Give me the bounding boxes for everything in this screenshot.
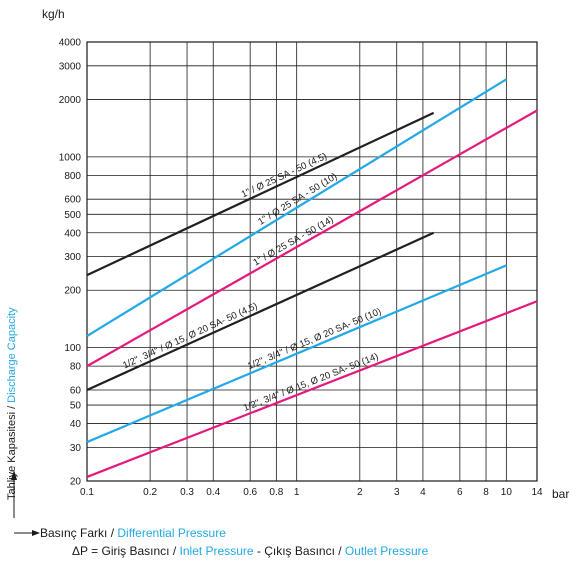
x-tick-label: 10 <box>501 487 513 498</box>
y-axis-arrow-head <box>11 470 17 480</box>
y-tick-label: 1000 <box>59 152 82 163</box>
y-axis-title: Tahliye Kapasitesi / Discharge Capacity <box>6 307 18 500</box>
legend-inlet: Inlet Pressure <box>179 544 254 558</box>
y-tick-label: 4000 <box>59 38 82 49</box>
x-tick-label: 0.3 <box>180 487 194 498</box>
series-line <box>86 78 507 338</box>
x-tick-label: 3 <box>394 487 400 498</box>
pressure-capacity-chart: 20 30 40 50 60 80 100 200 300 400 500 600 800 1000 200… <box>11 7 569 518</box>
legend-line-1: Basınç Farkı / Differential Pressure <box>40 526 226 540</box>
y-tick-label: 800 <box>64 171 81 182</box>
x-tick-label: 6 <box>457 487 463 498</box>
legend-outlet-tr: - Çıkış Basıncı / <box>253 544 345 558</box>
y-tick-labels: 20 30 40 50 60 80 100 200 300 400 500 600 800 1000 200… <box>59 38 82 488</box>
x-tick-label: 0.8 <box>269 487 283 498</box>
y-tick-label: 20 <box>70 477 82 488</box>
x-unit-label: bar <box>552 487 569 501</box>
y-tick-label: 60 <box>70 385 82 396</box>
series-lines <box>86 78 538 478</box>
legend-en-1: Differential Pressure <box>117 526 226 540</box>
x-tick-label: 0.4 <box>206 487 220 498</box>
x-tick-label: 2 <box>357 487 363 498</box>
x-tick-label: 0.6 <box>243 487 257 498</box>
y-tick-label: 30 <box>70 443 82 454</box>
y-tick-label: 50 <box>70 401 82 412</box>
y-axis-title-tr: Tahliye Kapasitesi <box>6 411 18 500</box>
y-axis-title-sep: / <box>6 402 18 412</box>
y-tick-label: 500 <box>64 210 81 221</box>
y-tick-label: 600 <box>64 195 81 206</box>
x-tick-label: 1 <box>294 487 300 498</box>
legend-dp: ΔP = Giriş Basıncı <box>72 544 170 558</box>
grid <box>86 41 538 482</box>
legend-line-2: ΔP = Giriş Basıncı / Inlet Pressure - Çı… <box>72 544 428 558</box>
y-tick-label: 100 <box>64 343 81 354</box>
legend-outlet-en: Outlet Pressure <box>344 544 429 558</box>
x-tick-label: 0.1 <box>80 487 94 498</box>
legend-tr-1: Basınç Farkı <box>40 526 108 540</box>
series-line <box>86 111 435 277</box>
x-tick-labels: 0.1 0.2 0.3 0.4 0.6 0.8 1 2 3 4 6 8 10 14 <box>80 487 543 498</box>
series-line <box>86 264 507 444</box>
y-unit-label: kg/h <box>42 7 65 21</box>
y-tick-label: 3000 <box>59 61 82 72</box>
series-line <box>86 300 538 478</box>
series-labels: 1" / Ø 25 SA - 50 (4.5)1" / Ø 25 SA - 50… <box>121 151 383 414</box>
x-tick-label: 0.2 <box>143 487 157 498</box>
y-tick-label: 2000 <box>59 95 82 106</box>
plot-frame <box>86 41 538 482</box>
y-tick-label: 400 <box>64 228 81 239</box>
x-tick-label: 4 <box>420 487 426 498</box>
x-axis-arrow <box>14 530 40 536</box>
legend-sep-1: / <box>107 526 118 540</box>
x-tick-label: 8 <box>483 487 489 498</box>
x-tick-label: 14 <box>531 487 543 498</box>
y-tick-label: 300 <box>64 252 81 263</box>
y-tick-label: 80 <box>70 362 82 373</box>
series-line <box>86 231 435 391</box>
y-tick-label: 200 <box>64 286 81 297</box>
series-line <box>86 109 538 368</box>
y-axis-title-en: Discharge Capacity <box>6 307 18 403</box>
y-tick-label: 40 <box>70 419 82 430</box>
legend-sep-2: / <box>169 544 180 558</box>
